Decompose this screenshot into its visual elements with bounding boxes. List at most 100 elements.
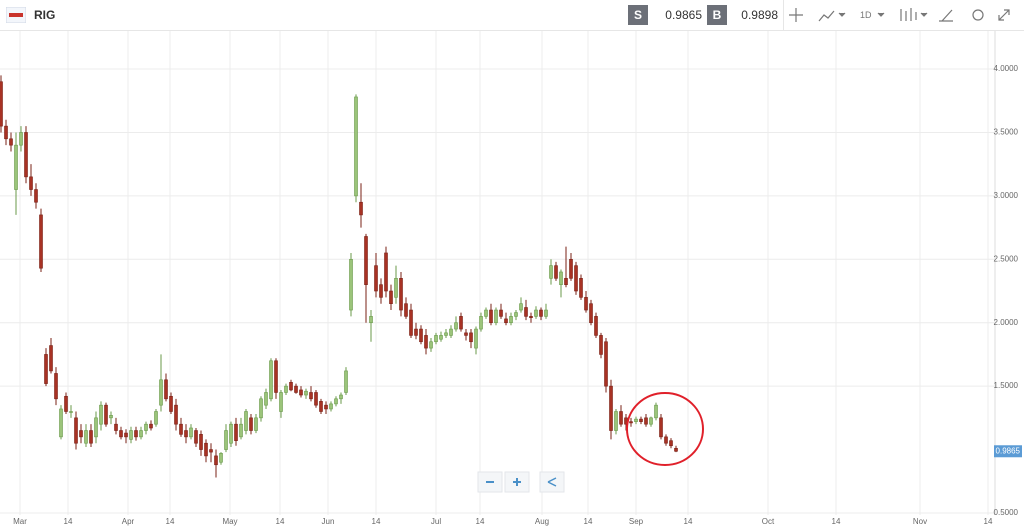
candle-icon[interactable] <box>900 8 917 21</box>
candle-body <box>584 297 588 311</box>
candle-body <box>399 278 403 311</box>
candle-body <box>244 411 248 431</box>
candle-body <box>499 309 503 317</box>
candle-body <box>654 404 658 419</box>
candle-body <box>14 144 18 190</box>
candle-body <box>124 432 128 438</box>
crosshair-icon[interactable] <box>789 8 803 22</box>
candle-body <box>104 404 108 425</box>
candle-body <box>299 389 303 396</box>
candle-body <box>134 430 138 438</box>
share-button[interactable] <box>539 471 565 493</box>
y-tick-label: 1.5000 <box>994 381 1019 390</box>
candle-body <box>599 335 603 355</box>
candle-body <box>179 423 183 435</box>
candle-body <box>414 328 418 336</box>
candle-body <box>594 316 598 336</box>
candle-body <box>354 96 358 197</box>
candle-body <box>74 417 78 444</box>
x-tick-label: Jul <box>431 517 441 526</box>
logo <box>6 7 26 23</box>
candle-body <box>674 447 678 452</box>
candle-body <box>564 278 568 285</box>
x-tick-label: Jun <box>322 517 335 526</box>
candle-body <box>39 214 43 269</box>
x-tick-label: Aug <box>535 517 549 526</box>
candle-body <box>404 303 408 317</box>
candle-body <box>459 316 463 330</box>
sell-label[interactable]: S <box>628 5 648 25</box>
x-tick-label: Mar <box>13 517 27 526</box>
candle-body <box>364 236 368 285</box>
candle-body <box>344 370 348 393</box>
candle-body <box>229 423 233 444</box>
candle-body <box>4 125 8 140</box>
candle-body <box>649 417 653 425</box>
candle-body <box>374 265 378 292</box>
y-tick-label: 2.0000 <box>994 318 1019 327</box>
candle-body <box>249 417 253 431</box>
y-tick-label: 2.5000 <box>994 254 1019 263</box>
candle-body <box>474 328 478 349</box>
candle-body <box>514 312 518 317</box>
chart-type-icon[interactable] <box>818 10 835 22</box>
candle-body <box>69 411 73 413</box>
buy-price[interactable]: 0.9898 <box>741 8 778 22</box>
symbol: RIG <box>34 8 56 22</box>
sell-price[interactable]: 0.9865 <box>665 8 702 22</box>
candle-body <box>144 423 148 431</box>
candle-body <box>409 309 413 336</box>
candle-body <box>589 303 593 324</box>
x-tick-label: Nov <box>913 517 927 526</box>
candle-body <box>64 395 68 412</box>
candle-body <box>504 318 508 324</box>
x-tick-label: 14 <box>584 517 593 526</box>
candle-body <box>294 385 298 393</box>
candle-body <box>639 418 643 422</box>
candle-body <box>24 132 28 178</box>
candle-body <box>0 81 3 127</box>
candle-body <box>269 360 273 400</box>
zoom-controls <box>477 471 565 493</box>
x-tick-label: Sep <box>629 517 644 526</box>
candle-body <box>314 392 318 406</box>
timeframe[interactable]: 1D <box>860 10 872 20</box>
candle-body <box>154 411 158 425</box>
zoom-in-icon <box>513 478 521 486</box>
share-icon <box>547 477 557 487</box>
toolbar-icons <box>789 8 1010 22</box>
draw-icon[interactable] <box>939 9 953 22</box>
y-tick-label: 3.0000 <box>994 191 1019 200</box>
candle-body <box>169 395 173 412</box>
x-tick-label: Oct <box>762 517 775 526</box>
candle-body <box>529 316 533 318</box>
candle-body <box>264 392 268 406</box>
candle-body <box>554 265 558 279</box>
candle-body <box>289 382 293 391</box>
candle-body <box>349 259 353 311</box>
candle-body <box>99 404 103 425</box>
candle-body <box>489 309 493 324</box>
x-tick-label: 14 <box>372 517 381 526</box>
buy-label[interactable]: B <box>707 5 727 25</box>
candle-body <box>339 394 343 400</box>
settings-icon[interactable] <box>972 9 984 21</box>
candle-body <box>434 335 438 343</box>
candle-body <box>94 417 98 438</box>
last-price-box <box>994 445 1022 458</box>
candle-body <box>549 265 553 279</box>
candle-body <box>334 398 338 405</box>
highlight-circle <box>626 392 704 466</box>
candle-body <box>199 434 203 450</box>
candle-body <box>389 290 393 304</box>
candle-body <box>424 335 428 349</box>
candle-body <box>279 392 283 412</box>
candle-body <box>54 373 58 400</box>
candle-body <box>84 430 88 444</box>
candle-body <box>304 390 308 396</box>
candle-body <box>569 259 573 279</box>
candle-body <box>544 309 548 317</box>
fullscreen-icon[interactable] <box>998 9 1010 21</box>
candle-body <box>329 403 333 410</box>
